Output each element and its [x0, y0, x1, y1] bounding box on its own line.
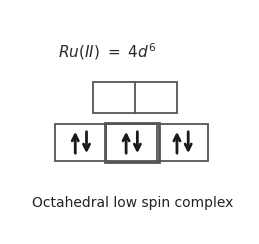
Text: Octahedral low spin complex: Octahedral low spin complex — [32, 196, 233, 210]
Bar — [105, 123, 159, 162]
Bar — [93, 82, 177, 113]
Bar — [55, 124, 208, 161]
Text: $\mathit{Ru(II)}\ =\ 4d^6$: $\mathit{Ru(II)}\ =\ 4d^6$ — [59, 41, 157, 62]
